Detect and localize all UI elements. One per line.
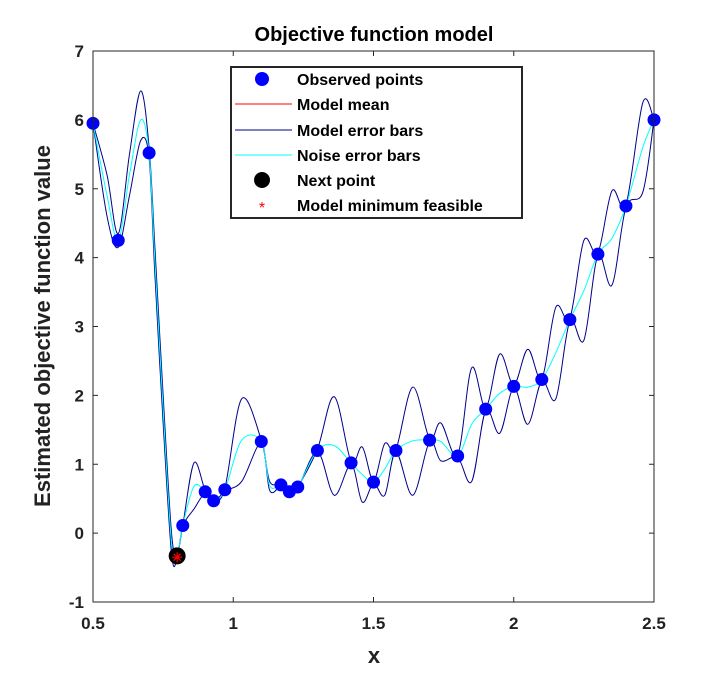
observed-point (176, 519, 190, 533)
observed-point (423, 433, 437, 447)
observed-point (367, 475, 380, 489)
x-axis-label: x (368, 643, 381, 668)
legend-swatch-observed (255, 72, 269, 86)
observed-point (310, 443, 324, 457)
observed-point (451, 449, 465, 463)
y-axis-label: Estimated objective function value (30, 145, 55, 507)
observed-point (389, 443, 403, 457)
x-tick-label: 1 (229, 614, 238, 633)
ticks-layer: 0.5 1 1.5 2 2.5 -1 0 1 2 3 4 5 6 7 (69, 42, 666, 633)
legend-swatch-min: * (259, 200, 265, 217)
observed-point (479, 402, 493, 416)
y-tick-label: 7 (75, 42, 84, 61)
legend-label-mean: Model mean (297, 97, 389, 114)
legend-box (230, 66, 523, 219)
observed-point (207, 494, 221, 508)
x-tick-label: 1.5 (362, 614, 386, 633)
legend: Observed points Model mean Model error b… (230, 66, 523, 219)
model-minimum-marker (172, 552, 183, 563)
y-tick-label: 3 (75, 318, 84, 337)
y-tick-label: 2 (75, 386, 84, 405)
legend-label-model-err: Model error bars (297, 123, 423, 140)
y-tick-label: 1 (75, 455, 84, 474)
legend-swatch-next (254, 172, 270, 188)
observed-point (218, 483, 232, 497)
observed-point (254, 435, 268, 449)
observed-point (291, 480, 305, 494)
y-tick-label: 5 (75, 180, 84, 199)
plot-layer (86, 90, 661, 567)
observed-point (535, 373, 549, 387)
x-tick-label: 0.5 (81, 614, 105, 633)
observed-point (111, 233, 125, 247)
legend-label-min: Model minimum feasible (297, 198, 483, 215)
legend-label-next: Next point (297, 173, 376, 190)
observed-point (563, 313, 577, 327)
observed-point (142, 146, 156, 160)
y-tick-label: -1 (69, 593, 84, 612)
model-error-lower-line (92, 119, 655, 567)
model-error-upper-line (92, 90, 655, 556)
observed-point (344, 456, 358, 470)
legend-label-observed: Observed points (297, 72, 423, 89)
y-tick-label: 4 (75, 249, 85, 268)
y-tick-label: 0 (75, 524, 84, 543)
observed-point (507, 379, 521, 393)
legend-label-noise-err: Noise error bars (297, 148, 421, 165)
x-tick-label: 2 (509, 614, 518, 633)
y-tick-label: 6 (75, 111, 84, 130)
x-tick-label: 2.5 (642, 614, 666, 633)
observed-point (198, 485, 212, 499)
chart-title: Objective function model (255, 24, 494, 46)
observed-point (591, 247, 605, 261)
observed-point (619, 199, 633, 213)
